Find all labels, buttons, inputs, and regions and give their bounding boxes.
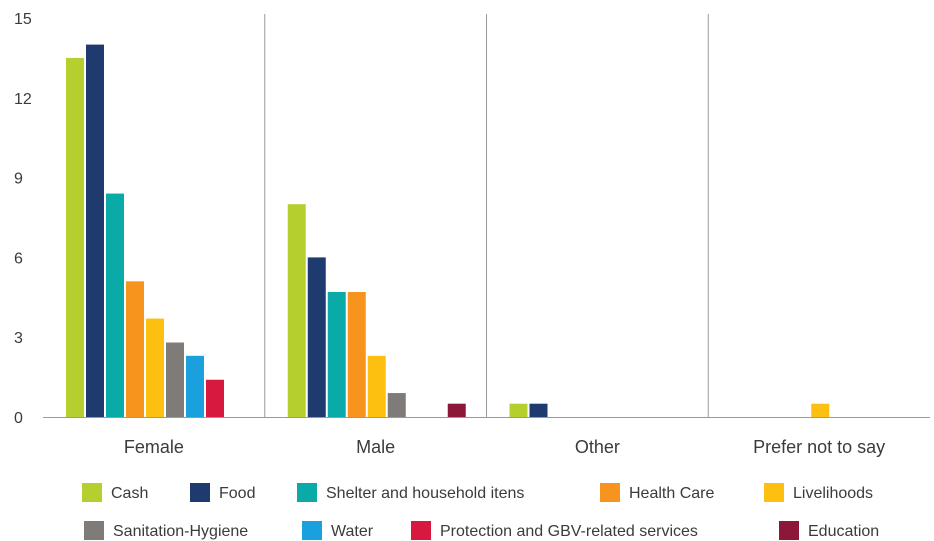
bar-female-livelihoods [146,318,164,417]
bar-female-shelter-and-household-itens [106,193,124,417]
y-tick-label: 6 [14,250,23,267]
y-tick-label: 12 [14,91,32,108]
y-tick-label: 9 [14,171,23,188]
category-label: Female [124,437,184,457]
bar-male-shelter-and-household-itens [327,291,346,417]
category-label: Prefer not to say [753,437,885,457]
legend-label: Shelter and household itens [326,485,524,502]
legend-label: Sanitation-Hygiene [113,523,248,540]
bar-female-water [186,355,204,417]
legend-swatch [84,521,104,540]
bar-female-sanitation-hygiene [166,342,184,417]
category-label: Other [575,437,620,457]
bar-other-cash [509,403,528,417]
legend-swatch [297,483,317,502]
legend-swatch [82,483,102,502]
legend-swatch [302,521,322,540]
legend-swatch [411,521,431,540]
legend-item: Water [302,521,374,540]
category-label: Male [356,437,395,457]
y-tick-label: 15 [14,11,32,28]
legend-item: Livelihoods [764,483,873,502]
legend-item: Food [190,483,255,502]
bar-female-cash [66,57,84,418]
bar-male-education [447,403,466,417]
legend-label: Health Care [629,485,714,502]
legend-item: Cash [82,483,148,502]
legend-swatch [190,483,210,502]
legend-label: Education [808,523,879,540]
bar-female-protection-and-gbv-related-services [206,379,224,417]
legend-swatch [600,483,620,502]
legend-item: Education [779,521,879,540]
legend-label: Water [331,523,374,540]
bars-group [66,44,830,418]
legend-swatch [764,483,784,502]
bar-other-food [529,403,548,417]
legend-label: Cash [111,485,148,502]
bar-female-food [86,44,104,417]
y-tick-label: 3 [14,330,23,347]
bar-male-livelihoods [367,355,386,417]
legend-item: Protection and GBV-related services [411,521,698,540]
bar-male-sanitation-hygiene [387,393,406,417]
legend-item: Shelter and household itens [297,483,524,502]
legend-label: Food [219,485,255,502]
y-tick-label: 0 [14,410,23,427]
bar-prefer-not-to-say-livelihoods [811,403,830,417]
bar-female-health-care [126,281,144,417]
legend-swatch [779,521,799,540]
bar-male-food [307,257,326,417]
legend-item: Sanitation-Hygiene [84,521,248,540]
bar-male-cash [287,204,306,417]
bar-male-health-care [347,291,366,417]
legend-label: Livelihoods [793,485,873,502]
legend: Cash Food Shelter and household itens Healt… [82,483,879,540]
category-labels: Female Male Other Prefer not to say [124,437,885,457]
axis-group: 0 3 6 9 12 15 [14,11,930,427]
legend-item: Health Care [600,483,714,502]
legend-label: Protection and GBV-related services [440,523,698,540]
